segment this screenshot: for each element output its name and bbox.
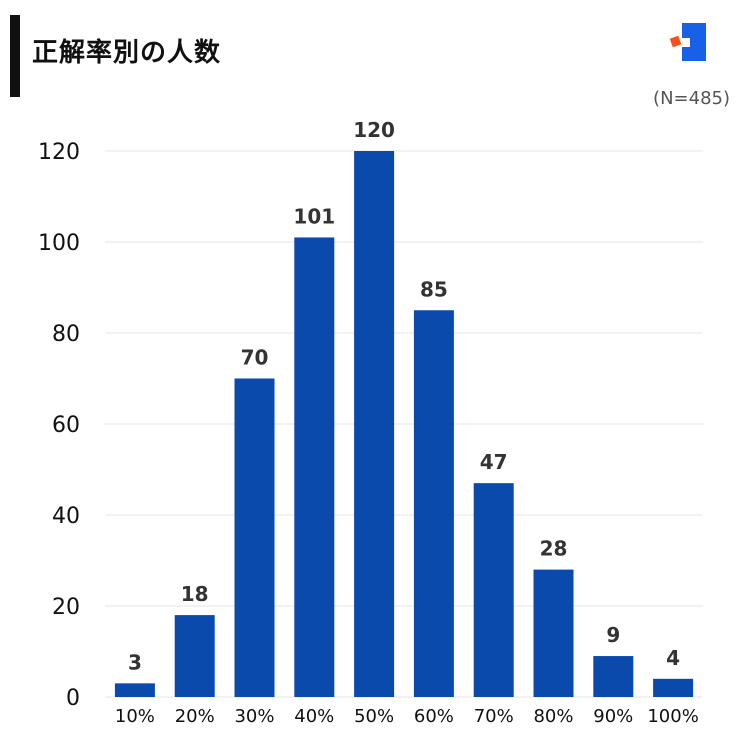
data-label: 4: [666, 646, 680, 670]
data-label: 28: [540, 537, 568, 561]
bar: [294, 237, 335, 697]
bar: [593, 656, 634, 697]
data-label: 120: [353, 118, 395, 142]
x-tick-label: 50%: [354, 706, 394, 727]
bar: [413, 310, 454, 697]
title-accent-bar: [10, 15, 20, 97]
y-tick-label: 100: [38, 231, 80, 256]
y-tick-label: 40: [52, 504, 80, 529]
bar: [653, 678, 694, 697]
data-label: 85: [420, 277, 448, 301]
bar: [533, 569, 574, 697]
y-tick-label: 20: [52, 595, 80, 620]
data-label: 47: [480, 450, 508, 474]
bar: [114, 683, 155, 697]
chart-title: 正解率別の人数: [32, 38, 222, 68]
data-label: 3: [128, 650, 142, 674]
x-tick-label: 30%: [234, 706, 274, 727]
y-tick-label: 80: [52, 322, 80, 347]
x-tick-label: 90%: [593, 706, 633, 727]
x-tick-label: 20%: [175, 706, 215, 727]
x-tick-label: 10%: [115, 706, 155, 727]
bar: [473, 483, 514, 697]
x-tick-label: 40%: [294, 706, 334, 727]
bar: [354, 151, 395, 697]
data-label: 70: [241, 346, 269, 370]
y-tick-label: 120: [38, 140, 80, 165]
x-tick-label: 60%: [414, 706, 454, 727]
bar: [174, 615, 215, 697]
data-label: 9: [606, 623, 620, 647]
x-tick-label: 80%: [533, 706, 573, 727]
sample-size-label: (N=485): [653, 88, 730, 109]
x-tick-label: 100%: [647, 706, 698, 727]
y-tick-label: 60: [52, 413, 80, 438]
data-label: 18: [181, 582, 209, 606]
x-tick-label: 70%: [474, 706, 514, 727]
bar: [234, 378, 275, 697]
data-label: 101: [293, 204, 335, 228]
y-tick-label: 0: [66, 686, 80, 711]
brand-logo-icon: [669, 23, 706, 61]
